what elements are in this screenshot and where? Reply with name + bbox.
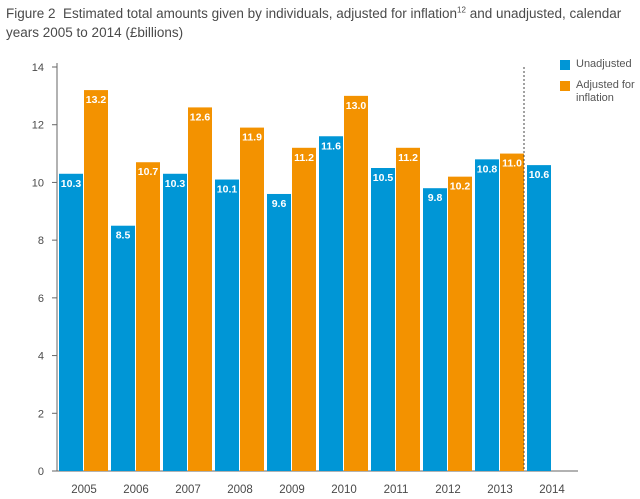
x-tick-label: 2012	[435, 484, 461, 496]
bar-adjusted-2010	[344, 95, 368, 471]
bar-unadjusted-2007	[163, 173, 187, 471]
x-tick-label: 2008	[227, 484, 253, 496]
data-label: 9.6	[272, 198, 287, 210]
data-label: 11.9	[242, 132, 262, 144]
x-tick-label: 2007	[175, 484, 201, 496]
y-tick-label: 12	[32, 120, 44, 132]
data-label: 11.0	[502, 158, 522, 170]
x-tick-label: 2010	[331, 484, 357, 496]
bar-unadjusted-2008	[215, 179, 239, 472]
x-tick-label: 2009	[279, 484, 305, 496]
data-label: 10.5	[373, 172, 394, 184]
bar-adjusted-2005	[84, 90, 108, 471]
bar-adjusted-2007	[188, 107, 212, 472]
figure-number: Figure 2	[6, 6, 56, 21]
bar-adjusted-2012	[448, 176, 472, 471]
y-tick-label: 6	[38, 293, 44, 305]
legend-item-unadjusted: Unadjusted	[560, 58, 640, 71]
data-label: 10.7	[138, 166, 159, 178]
legend-label-unadjusted: Unadjusted	[576, 58, 632, 70]
y-tick-label: 0	[38, 466, 44, 478]
legend-swatch-unadjusted	[560, 60, 570, 70]
y-tick-label: 4	[38, 351, 44, 363]
data-label: 10.8	[477, 163, 498, 175]
data-label: 11.2	[398, 152, 418, 164]
bar-unadjusted-2009	[267, 193, 291, 471]
y-tick-label: 10	[32, 177, 44, 189]
bar-adjusted-2013	[500, 153, 524, 472]
title-text: Estimated total amounts given by individ…	[63, 6, 458, 21]
data-label: 13.0	[346, 100, 367, 112]
bar-adjusted-2011	[396, 147, 420, 472]
bar-adjusted-2009	[292, 147, 316, 472]
bar-unadjusted-2014	[527, 165, 551, 471]
data-label: 10.1	[217, 184, 238, 196]
bar-unadjusted-2013	[475, 159, 499, 472]
y-tick-label: 8	[38, 235, 44, 247]
data-label: 12.6	[190, 111, 211, 123]
bar-unadjusted-2011	[371, 168, 395, 471]
x-tick-label: 2013	[487, 484, 513, 496]
data-label: 9.8	[428, 192, 443, 204]
data-label: 10.3	[165, 178, 186, 190]
legend: Unadjusted Adjusted for inflation	[560, 58, 640, 113]
data-label: 8.5	[116, 230, 131, 242]
data-label: 13.2	[86, 94, 107, 106]
data-label: 11.6	[321, 140, 341, 152]
data-label: 10.3	[61, 178, 82, 190]
x-tick-label: 2005	[71, 484, 97, 496]
bar-adjusted-2006	[136, 162, 160, 471]
data-label: 10.6	[529, 169, 550, 181]
title-text-continued: and unadjusted, calendar years 2005 to 2…	[6, 6, 622, 40]
bar-unadjusted-2006	[111, 225, 135, 471]
chart-title: Figure 2 Estimated total amounts given b…	[6, 4, 634, 42]
legend-swatch-adjusted	[560, 81, 570, 91]
x-tick-label: 2006	[123, 484, 149, 496]
y-tick-label: 2	[38, 408, 44, 420]
data-label: 11.2	[294, 152, 314, 164]
title-footnote-marker: 12	[457, 5, 466, 15]
bar-unadjusted-2012	[423, 188, 447, 471]
bar-unadjusted-2010	[319, 136, 343, 471]
x-tick-label: 2011	[384, 484, 409, 496]
legend-item-adjusted: Adjusted for inflation	[560, 79, 640, 105]
bar-unadjusted-2005	[59, 173, 83, 471]
bar-adjusted-2008	[240, 127, 264, 471]
x-tick-label: 2014	[539, 484, 565, 496]
data-label: 10.2	[450, 181, 471, 193]
legend-label-adjusted: Adjusted for inflation	[576, 79, 635, 104]
y-tick-label: 14	[32, 62, 44, 74]
